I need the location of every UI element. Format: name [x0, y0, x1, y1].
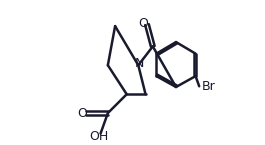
Text: O: O [77, 107, 87, 120]
Text: OH: OH [90, 130, 109, 143]
Text: O: O [138, 17, 148, 30]
Text: Br: Br [202, 80, 216, 93]
Text: N: N [134, 57, 144, 70]
